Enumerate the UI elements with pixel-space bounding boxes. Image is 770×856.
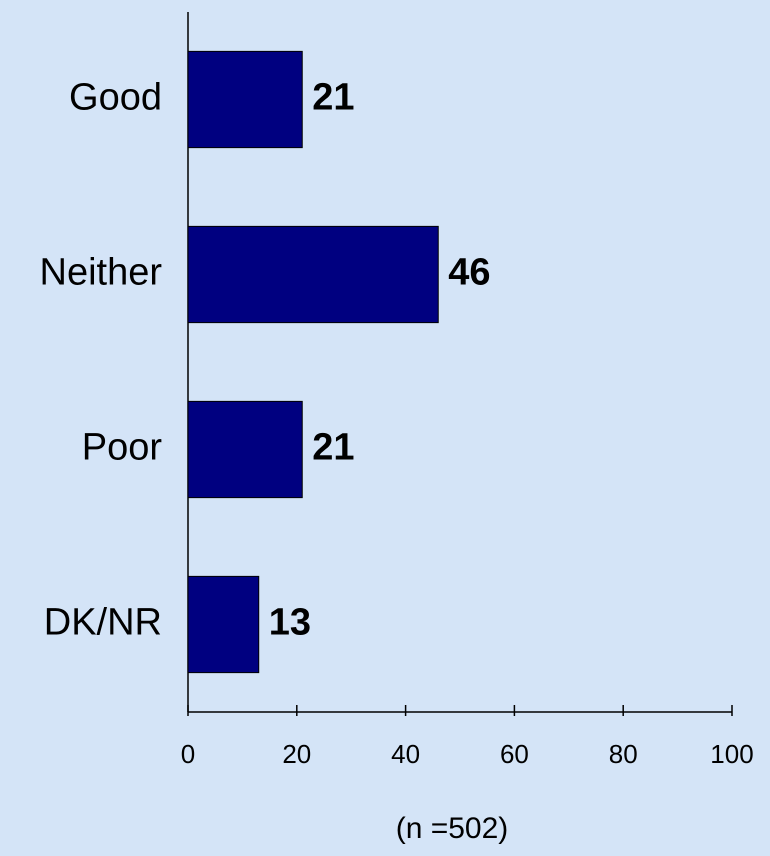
x-tick-label: 100 [710, 739, 753, 769]
y-tick-label: DK/NR [44, 602, 162, 644]
x-tick-label: 60 [500, 739, 529, 769]
x-tick-label: 20 [282, 739, 311, 769]
x-tick-label: 80 [609, 739, 638, 769]
value-label: 46 [448, 252, 490, 294]
bar [187, 225, 439, 324]
bar [187, 400, 303, 499]
y-tick-label: Good [69, 77, 162, 119]
x-axis-label: (n =502) [396, 812, 509, 845]
value-label: 21 [312, 427, 354, 469]
bar [187, 575, 260, 674]
y-tick-label: Neither [40, 252, 163, 294]
x-tick-label: 0 [181, 739, 195, 769]
y-tick-label: Poor [82, 427, 163, 469]
bar [187, 50, 303, 149]
x-tick-label: 40 [391, 739, 420, 769]
value-label: 13 [269, 602, 311, 644]
value-label: 21 [312, 77, 354, 119]
